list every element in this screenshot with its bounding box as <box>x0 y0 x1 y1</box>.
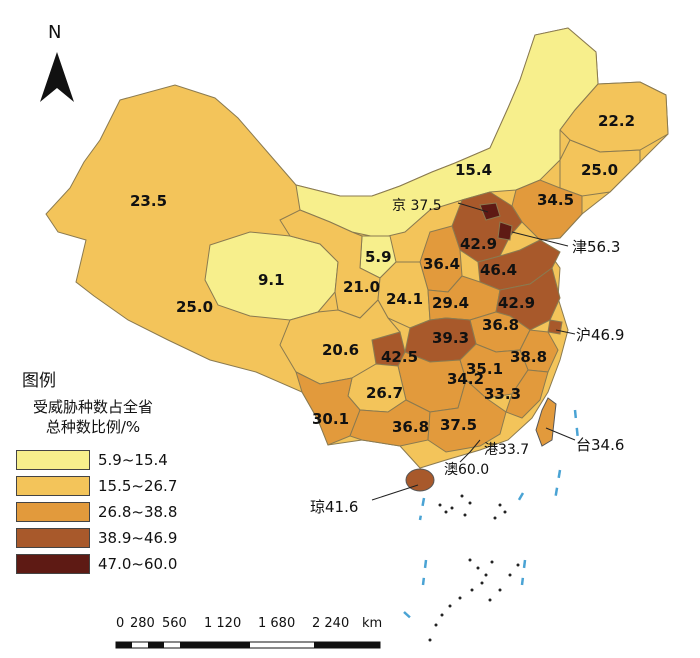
legend-range: 38.9~46.9 <box>98 529 178 547</box>
legend-item: 26.8~38.8 <box>16 499 198 525</box>
label-macau: 澳60.0 <box>444 462 489 478</box>
legend-range: 47.0~60.0 <box>98 555 178 573</box>
region-tianjin <box>497 221 513 241</box>
label-hongkong: 港33.7 <box>484 442 529 458</box>
legend-item: 15.5~26.7 <box>16 473 198 499</box>
label-tianjin: 津56.3 <box>572 238 620 256</box>
legend-range: 26.8~38.8 <box>98 503 178 521</box>
label-beijing: 京 37.5 <box>392 198 442 214</box>
label-guizhou: 26.7 <box>366 384 403 402</box>
scale-tick: 560 <box>162 616 187 631</box>
legend-swatch <box>16 528 90 548</box>
sea-border-dashes <box>403 409 580 623</box>
label-xinjiang: 23.5 <box>130 192 167 210</box>
label-hainan: 琼41.6 <box>310 498 358 516</box>
label-qinghai: 9.1 <box>258 271 285 289</box>
label-ningxia: 5.9 <box>365 248 392 266</box>
legend-subtitle-line1: 受威胁种数占全省 <box>32 398 153 416</box>
label-jilin: 25.0 <box>581 161 618 179</box>
legend-title: 图例 <box>22 371 56 391</box>
legend-swatch <box>16 502 90 522</box>
label-jiangsu: 42.9 <box>498 294 535 312</box>
scale-tick: 280 <box>130 616 155 631</box>
label-anhui: 36.8 <box>482 316 519 334</box>
region-qinghai <box>204 231 339 321</box>
label-shanghai: 沪46.9 <box>576 326 624 344</box>
label-yunnan: 30.1 <box>312 410 349 428</box>
region-guangdong <box>427 379 507 453</box>
leader-lines <box>371 202 576 501</box>
legend-subtitle-line2: 总种数比例/% <box>45 418 141 436</box>
label-shanxi: 36.4 <box>423 255 460 273</box>
label-hubei: 39.3 <box>432 329 469 347</box>
legend-swatch <box>16 554 90 574</box>
label-zhejiang: 38.8 <box>510 348 547 366</box>
legend-item: 5.9~15.4 <box>16 447 198 473</box>
label-shaanxi: 24.1 <box>386 290 423 308</box>
label-fujian: 33.3 <box>484 385 521 403</box>
legend-swatch <box>16 476 90 496</box>
label-guangdong: 37.5 <box>440 416 477 434</box>
legend-subtitle: 受威胁种数占全省 总种数比例/% <box>8 397 178 437</box>
label-neimenggu: 15.4 <box>455 161 492 179</box>
legend: 图例 受威胁种数占全省 总种数比例/% 5.9~15.4 15.5~26.7 2… <box>8 366 198 577</box>
label-sichuan: 20.6 <box>322 341 359 359</box>
legend-range: 5.9~15.4 <box>98 451 168 469</box>
label-henan: 29.4 <box>432 294 469 312</box>
label-liaoning: 34.5 <box>537 191 574 209</box>
north-arrow-icon <box>40 52 74 102</box>
region-beijing <box>479 202 501 221</box>
legend-items: 5.9~15.4 15.5~26.7 26.8~38.8 38.9~46.9 4… <box>8 447 198 577</box>
label-gansu: 21.0 <box>343 278 380 296</box>
scale-tick: 1 120 <box>204 616 242 631</box>
scale-tick: 0 <box>116 616 125 631</box>
scale-tick: 1 680 <box>258 616 296 631</box>
legend-swatch <box>16 450 90 470</box>
label-jiangxi: 35.1 <box>466 360 503 378</box>
label-shandong: 46.4 <box>480 261 517 279</box>
legend-range: 15.5~26.7 <box>98 477 178 495</box>
scale-tick: 2 240 <box>312 616 350 631</box>
scale-unit: km <box>362 616 383 631</box>
north-label: N <box>48 22 61 43</box>
region-hainan <box>405 468 435 492</box>
region-shanghai <box>547 319 563 335</box>
label-heilongjiang: 22.2 <box>598 112 635 130</box>
label-guangxi: 36.8 <box>392 418 429 436</box>
scale-bar-graphic <box>115 641 381 649</box>
legend-item: 38.9~46.9 <box>16 525 198 551</box>
label-chongqing: 42.5 <box>381 348 418 366</box>
label-hebei: 42.9 <box>460 235 497 253</box>
label-hunan: 34.2 <box>447 370 484 388</box>
south-sea-islands <box>428 494 520 642</box>
label-taiwan: 台34.6 <box>576 436 624 454</box>
legend-item: 47.0~60.0 <box>16 551 198 577</box>
region-taiwan <box>535 397 557 447</box>
label-xizang: 25.0 <box>176 298 213 316</box>
